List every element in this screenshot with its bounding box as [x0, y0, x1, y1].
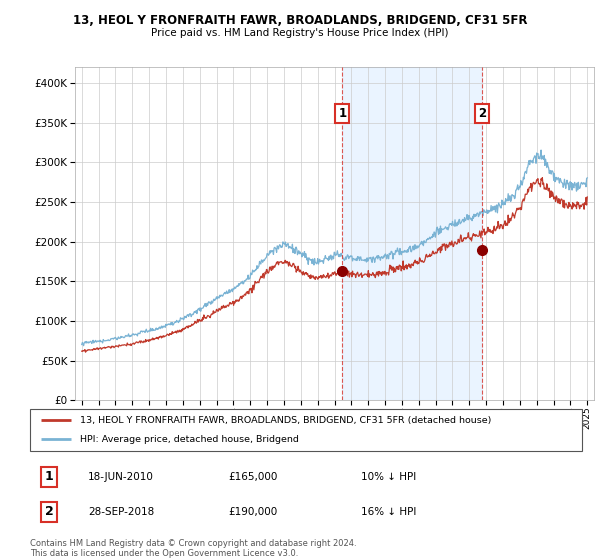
Text: Contains HM Land Registry data © Crown copyright and database right 2024.: Contains HM Land Registry data © Crown c…	[30, 539, 356, 548]
Text: Price paid vs. HM Land Registry's House Price Index (HPI): Price paid vs. HM Land Registry's House …	[151, 28, 449, 38]
Text: £165,000: £165,000	[229, 472, 278, 482]
Text: 13, HEOL Y FRONFRAITH FAWR, BROADLANDS, BRIDGEND, CF31 5FR (detached house): 13, HEOL Y FRONFRAITH FAWR, BROADLANDS, …	[80, 416, 491, 424]
Text: 2: 2	[45, 505, 53, 518]
Text: 28-SEP-2018: 28-SEP-2018	[88, 507, 154, 517]
Text: 2: 2	[478, 107, 486, 120]
Bar	[342, 67, 482, 400]
Text: 18-JUN-2010: 18-JUN-2010	[88, 472, 154, 482]
Text: 1: 1	[338, 107, 346, 120]
Text: 13, HEOL Y FRONFRAITH FAWR, BROADLANDS, BRIDGEND, CF31 5FR: 13, HEOL Y FRONFRAITH FAWR, BROADLANDS, …	[73, 14, 527, 27]
Text: 10% ↓ HPI: 10% ↓ HPI	[361, 472, 416, 482]
Text: £190,000: £190,000	[229, 507, 278, 517]
FancyBboxPatch shape	[30, 409, 582, 451]
Text: This data is licensed under the Open Government Licence v3.0.: This data is licensed under the Open Gov…	[30, 549, 298, 558]
Text: HPI: Average price, detached house, Bridgend: HPI: Average price, detached house, Brid…	[80, 435, 299, 444]
Text: 1: 1	[45, 470, 53, 483]
Text: 16% ↓ HPI: 16% ↓ HPI	[361, 507, 416, 517]
